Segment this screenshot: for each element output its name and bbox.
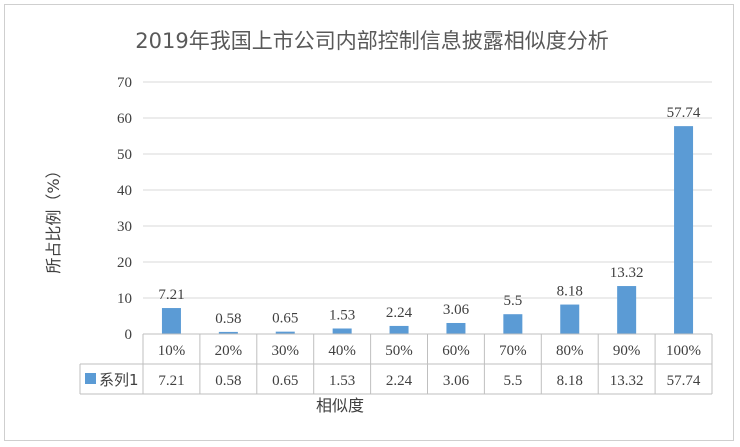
data-label: 1.53 [329, 307, 355, 323]
y-tick-label: 20 [117, 255, 132, 271]
y-tick-label: 50 [117, 147, 132, 163]
table-value-cell: 13.32 [610, 373, 644, 389]
table-value-cell: 5.5 [503, 373, 522, 389]
data-label: 5.5 [503, 293, 522, 309]
chart-frame [4, 4, 734, 441]
table-value-cell: 2.24 [386, 373, 413, 389]
table-value-cell: 1.53 [329, 373, 355, 389]
bar [161, 308, 181, 334]
bar [218, 331, 238, 334]
data-label: 57.74 [667, 105, 701, 121]
x-tick-label: 20% [215, 343, 243, 359]
data-label: 3.06 [443, 302, 470, 318]
y-tick-label: 0 [125, 327, 133, 343]
table-value-cell: 7.21 [158, 373, 184, 389]
x-tick-label: 40% [328, 343, 356, 359]
data-label: 7.21 [158, 287, 184, 303]
y-tick-label: 40 [117, 183, 132, 199]
bar [674, 126, 694, 334]
x-tick-label: 90% [613, 343, 641, 359]
data-label: 13.32 [610, 265, 644, 281]
x-tick-label: 30% [272, 343, 300, 359]
legend-swatch [85, 373, 96, 384]
bar [617, 286, 637, 334]
y-tick-label: 10 [117, 291, 132, 307]
bar [446, 322, 466, 334]
data-label: 0.65 [272, 311, 298, 327]
table-value-cell: 8.18 [557, 373, 583, 389]
bar [389, 325, 409, 334]
data-label: 0.58 [215, 311, 241, 327]
data-label: 8.18 [557, 284, 583, 300]
x-tick-label: 60% [442, 343, 470, 359]
x-tick-label: 80% [556, 343, 584, 359]
x-tick-label: 10% [158, 343, 186, 359]
x-axis-title: 相似度 [316, 396, 364, 415]
bar [503, 314, 523, 334]
data-label: 2.24 [386, 305, 413, 321]
y-tick-label: 60 [117, 111, 132, 127]
table-value-cell: 0.58 [215, 373, 241, 389]
y-tick-label: 30 [117, 219, 132, 235]
y-tick-label: 70 [117, 75, 132, 91]
y-axis-title: 所占比例（%） [44, 162, 63, 273]
x-tick-label: 50% [385, 343, 413, 359]
chart-title: 2019年我国上市公司内部控制信息披露相似度分析 [135, 29, 608, 53]
x-tick-label: 70% [499, 343, 527, 359]
bar [332, 328, 352, 334]
x-tick-label: 100% [666, 343, 701, 359]
table-value-cell: 57.74 [667, 373, 701, 389]
table-value-cell: 3.06 [443, 373, 470, 389]
legend-series-name: 系列1 [99, 371, 139, 389]
bar [560, 304, 580, 334]
table-value-cell: 0.65 [272, 373, 298, 389]
bar [275, 331, 295, 334]
